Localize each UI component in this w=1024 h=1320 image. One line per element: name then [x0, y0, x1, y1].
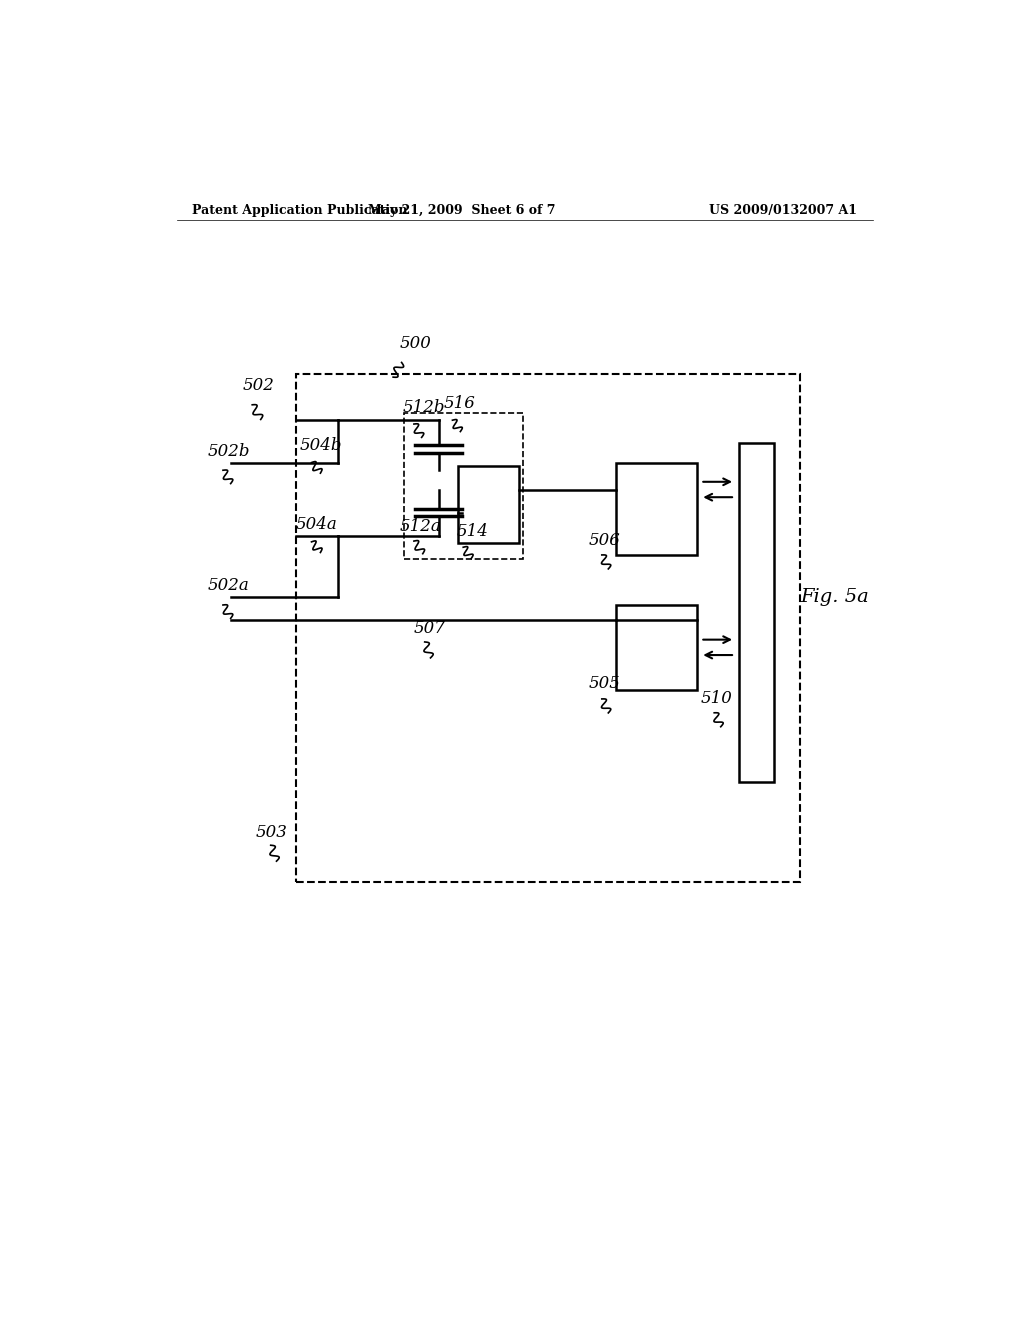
- Text: 510: 510: [700, 690, 732, 708]
- Text: 503: 503: [256, 824, 288, 841]
- Text: 504a: 504a: [296, 516, 338, 533]
- Bar: [615, 605, 696, 689]
- Text: 502b: 502b: [208, 442, 250, 459]
- Text: 512a: 512a: [400, 517, 441, 535]
- Bar: [739, 444, 773, 781]
- Text: 500: 500: [400, 335, 432, 351]
- Text: US 2009/0132007 A1: US 2009/0132007 A1: [710, 205, 857, 218]
- Bar: [615, 462, 696, 554]
- Text: 502: 502: [243, 378, 274, 395]
- Text: Patent Application Publication: Patent Application Publication: [193, 205, 408, 218]
- Text: 504b: 504b: [300, 437, 342, 454]
- Bar: [458, 466, 519, 544]
- Bar: [296, 374, 801, 882]
- Text: 505: 505: [589, 675, 621, 692]
- Text: 507: 507: [413, 619, 445, 636]
- Text: 514: 514: [457, 523, 488, 540]
- Text: 512b: 512b: [402, 399, 444, 416]
- Text: 502a: 502a: [208, 577, 249, 594]
- Text: 506: 506: [589, 532, 621, 549]
- Text: Fig. 5a: Fig. 5a: [801, 589, 869, 606]
- Bar: [403, 413, 523, 558]
- Text: May 21, 2009  Sheet 6 of 7: May 21, 2009 Sheet 6 of 7: [368, 205, 555, 218]
- Text: 516: 516: [444, 395, 476, 412]
